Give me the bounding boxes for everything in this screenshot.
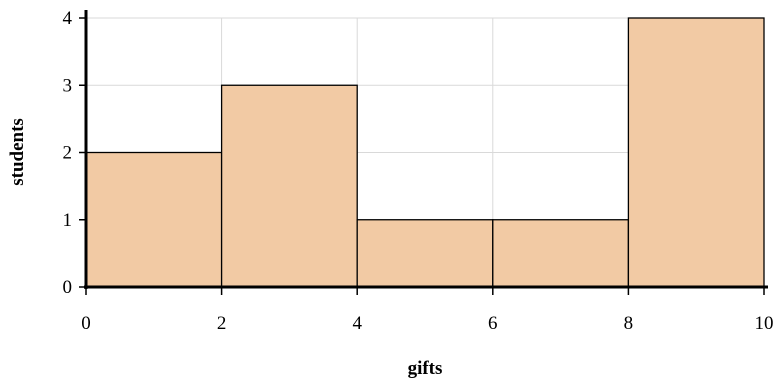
axes xyxy=(79,10,768,295)
x-tick-label: 0 xyxy=(81,313,91,334)
y-axis-title: students xyxy=(7,118,28,186)
histogram-bar-4-6 xyxy=(356,219,494,288)
tick-labels: 0 1 2 3 4 0 2 4 6 8 10 xyxy=(63,8,774,334)
histogram-bar-0-2 xyxy=(85,151,223,288)
y-tick-label: 4 xyxy=(63,8,73,29)
y-tick-label: 3 xyxy=(63,75,73,96)
y-tick-label: 0 xyxy=(63,277,73,298)
x-tick-label: 2 xyxy=(217,313,227,334)
x-tick-label: 8 xyxy=(624,313,634,334)
x-tick-label: 4 xyxy=(352,313,362,334)
histogram-bar-8-10 xyxy=(627,17,765,288)
histogram-bar-6-8 xyxy=(492,219,630,288)
y-tick-label: 1 xyxy=(63,210,73,231)
bars xyxy=(85,17,765,288)
x-tick-label: 10 xyxy=(755,313,774,334)
x-tick-label: 6 xyxy=(488,313,498,334)
x-axis-title: gifts xyxy=(408,358,443,379)
y-tick-label: 2 xyxy=(63,143,73,164)
histogram-bar-2-4 xyxy=(220,84,358,288)
